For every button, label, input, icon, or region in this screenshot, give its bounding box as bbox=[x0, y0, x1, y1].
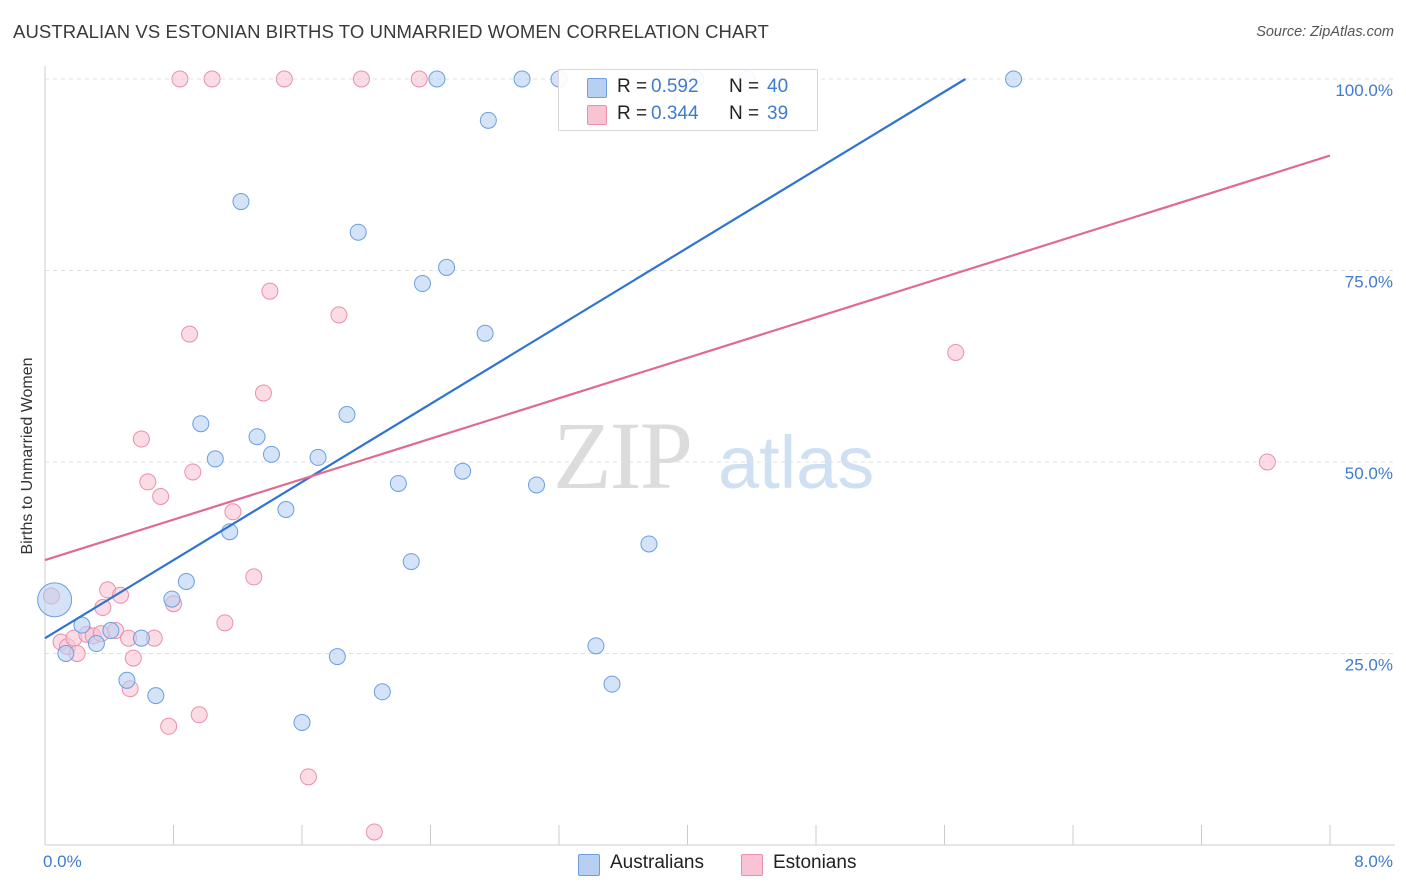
estonians-point bbox=[171, 70, 189, 88]
australians-point bbox=[102, 622, 120, 640]
r-value: 0.592 bbox=[651, 76, 699, 97]
australians-point bbox=[1005, 70, 1023, 88]
australians-point bbox=[513, 70, 531, 88]
australians-point bbox=[528, 476, 546, 494]
estonians-point bbox=[261, 282, 279, 300]
australians-point bbox=[402, 553, 420, 571]
australians-swatch bbox=[587, 78, 607, 98]
australians-point bbox=[57, 645, 75, 662]
estonians-point bbox=[245, 568, 263, 586]
r-label: R = bbox=[617, 76, 648, 97]
australians-point bbox=[338, 406, 356, 424]
estonians-swatch bbox=[587, 105, 607, 125]
estonians-point bbox=[181, 325, 199, 343]
australians-point bbox=[476, 324, 494, 342]
source-label: Source: ZipAtlas.com bbox=[1256, 24, 1394, 40]
australians-point bbox=[163, 590, 181, 608]
y-tick-label-75: 75.0% bbox=[1345, 273, 1393, 292]
n-value: 40 bbox=[767, 76, 789, 97]
australians-point bbox=[454, 462, 472, 480]
y-tick-label-25: 25.0% bbox=[1345, 656, 1393, 675]
estonians-point bbox=[160, 717, 178, 735]
australians-point bbox=[389, 474, 407, 492]
estonians-point bbox=[299, 768, 317, 786]
australians-point bbox=[192, 415, 210, 433]
stats-legend: R = 0.592 N = 40 R = 0.344 N = 39 bbox=[558, 69, 818, 131]
australians-point bbox=[262, 445, 280, 463]
series-legend-estonians[interactable]: Estonians bbox=[741, 852, 871, 876]
chart-title: AUSTRALIAN VS ESTONIAN BIRTHS TO UNMARRI… bbox=[13, 21, 769, 42]
estonians-point bbox=[352, 70, 370, 88]
r-label: R = bbox=[617, 103, 648, 124]
australians-point bbox=[413, 275, 431, 293]
x-tick-label-max: 8.0% bbox=[1354, 852, 1393, 871]
australians-point bbox=[132, 629, 150, 647]
series-legend-australians[interactable]: Australians bbox=[578, 852, 718, 876]
estonians-legend-label: Estonians bbox=[773, 852, 857, 873]
australians-point bbox=[428, 70, 446, 88]
estonians-point bbox=[190, 706, 208, 724]
n-label: N = bbox=[729, 103, 760, 124]
australians-point bbox=[73, 616, 91, 634]
australians-point bbox=[87, 635, 105, 653]
estonians-point bbox=[152, 487, 170, 505]
estonians-point bbox=[132, 430, 150, 448]
estonians-trend-line bbox=[44, 154, 1331, 562]
australians-point bbox=[177, 572, 195, 590]
australians-point bbox=[640, 535, 658, 553]
estonians-point bbox=[216, 614, 234, 632]
australians-point bbox=[328, 648, 346, 666]
australians-point bbox=[118, 671, 136, 689]
n-value: 39 bbox=[767, 103, 789, 124]
australians-point bbox=[603, 675, 621, 693]
estonians-legend-swatch bbox=[741, 854, 763, 876]
estonians-point bbox=[203, 70, 221, 88]
australians-point bbox=[479, 111, 497, 129]
estonians-point bbox=[1258, 453, 1276, 471]
australians-point bbox=[206, 450, 224, 468]
australians-point bbox=[309, 448, 327, 466]
estonians-point bbox=[275, 70, 293, 88]
australians-point bbox=[277, 500, 295, 518]
estonians-point bbox=[254, 384, 272, 402]
y-tick-label-100: 100.0% bbox=[1335, 81, 1393, 100]
australians-point bbox=[438, 258, 456, 276]
watermark-zip: ZIP bbox=[553, 402, 693, 509]
australians-trend-line bbox=[44, 78, 966, 640]
australians-point bbox=[248, 428, 266, 446]
australians-point bbox=[147, 687, 165, 705]
australians-legend-swatch bbox=[578, 854, 600, 876]
australians-point bbox=[37, 582, 73, 618]
australians-point bbox=[373, 683, 391, 701]
estonians-point bbox=[365, 823, 383, 841]
x-tick-label-min: 0.0% bbox=[43, 852, 82, 871]
estonians-point bbox=[330, 306, 348, 324]
australians-point bbox=[349, 223, 367, 241]
y-axis-label: Births to Unmarried Women bbox=[19, 357, 36, 555]
australians-legend-label: Australians bbox=[610, 852, 704, 873]
estonians-point bbox=[139, 473, 157, 491]
estonians-point bbox=[224, 503, 242, 521]
australians-point bbox=[232, 193, 250, 211]
australians-point bbox=[587, 637, 605, 655]
r-value: 0.344 bbox=[651, 103, 699, 124]
estonians-point bbox=[111, 586, 129, 604]
australians-point bbox=[293, 713, 311, 731]
n-label: N = bbox=[729, 76, 760, 97]
estonians-point bbox=[410, 70, 428, 88]
y-tick-label-50: 50.0% bbox=[1345, 464, 1393, 483]
estonians-point bbox=[947, 343, 965, 361]
estonians-point bbox=[124, 649, 142, 667]
estonians-point bbox=[184, 463, 202, 481]
